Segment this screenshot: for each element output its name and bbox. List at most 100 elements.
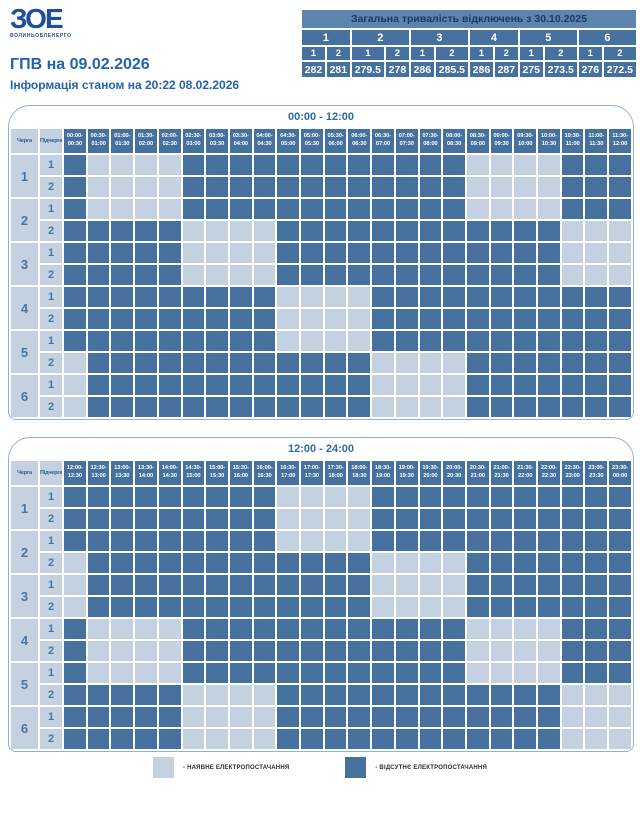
grid-cell <box>441 485 467 509</box>
schedule-row-queue-1-2: 2 <box>10 507 633 531</box>
grid-cell <box>441 683 467 707</box>
grid-cell <box>133 529 159 553</box>
grid-cell <box>559 219 586 243</box>
grid-cell <box>488 551 515 575</box>
grid-cell <box>417 263 444 287</box>
grid-cell <box>583 351 610 375</box>
outage-totals-table: Загальна тривалість відключень з 30.10.2… <box>300 8 639 79</box>
summary-total-hours: 278 <box>383 60 411 79</box>
grid-cell <box>346 351 373 375</box>
time-slot-header: 00:00- 00:30 <box>62 127 88 155</box>
grid-cell <box>346 395 373 419</box>
time-slot-header: 15:30- 16:00 <box>227 459 254 487</box>
schedule-row-queue-4-2: 2 <box>10 639 633 663</box>
grid-cell <box>85 373 112 397</box>
grid-cell <box>322 329 349 353</box>
grid-cell <box>393 551 420 575</box>
grid-cell <box>109 529 136 553</box>
grid-cell <box>441 595 467 619</box>
grid-cell <box>251 727 278 751</box>
grid-cell <box>346 507 373 531</box>
grid-cell <box>417 595 444 619</box>
grid-cell <box>417 373 444 397</box>
time-slot-header: 07:00- 07:30 <box>393 127 420 155</box>
time-slot-header: 06:00- 06:30 <box>346 127 373 155</box>
grid-cell <box>583 395 610 419</box>
grid-cell <box>441 351 467 375</box>
grid-cell <box>464 153 491 177</box>
grid-cell <box>393 395 420 419</box>
grid-cell <box>393 241 420 265</box>
grid-cell <box>227 351 254 375</box>
grid-cell <box>559 595 586 619</box>
grid-cell <box>322 263 349 287</box>
grid-cell <box>180 197 207 221</box>
grid-cell <box>299 529 325 553</box>
grid-cell <box>370 595 396 619</box>
grid-cell <box>299 485 325 509</box>
grid-cell <box>322 351 349 375</box>
grid-cell <box>370 307 396 331</box>
grid-cell <box>583 219 610 243</box>
grid-cell <box>559 661 586 685</box>
grid-cell <box>417 639 444 663</box>
grid-cell <box>370 617 396 641</box>
grid-cell <box>464 285 491 309</box>
time-slot-header: 08:30- 09:00 <box>464 127 491 155</box>
grid-cell <box>607 307 633 331</box>
schedule-row-queue-3-2: 2 <box>10 263 633 287</box>
grid-cell <box>62 197 88 221</box>
grid-cell <box>607 241 633 265</box>
grid-cell <box>275 395 302 419</box>
summary-title: Загальна тривалість відключень з 30.10.2… <box>300 8 638 30</box>
grid-cell <box>109 373 136 397</box>
time-slot-header: 02:00- 02:30 <box>156 127 183 155</box>
grid-cell <box>370 373 396 397</box>
grid-cell <box>607 395 633 419</box>
grid-cell <box>322 219 349 243</box>
grid-cell <box>322 507 349 531</box>
grid-cell <box>607 373 633 397</box>
grid-cell <box>488 485 515 509</box>
grid-cell <box>346 175 373 199</box>
grid-cell <box>536 329 562 353</box>
queue-number: 3 <box>9 573 40 619</box>
grid-cell <box>441 551 467 575</box>
grid-cell <box>180 373 207 397</box>
grid-cell <box>536 639 562 663</box>
grid-cell <box>417 395 444 419</box>
grid-cell <box>133 683 159 707</box>
time-slot-header: 14:00- 14:30 <box>156 459 183 487</box>
grid-cell <box>346 263 373 287</box>
grid-cell <box>62 153 88 177</box>
grid-cell <box>204 285 230 309</box>
grid-cell <box>62 219 88 243</box>
grid-cell <box>512 529 539 553</box>
grid-cell <box>322 705 349 729</box>
grid-cell <box>512 661 539 685</box>
subqueue-number: 1 <box>38 485 64 509</box>
grid-cell <box>346 373 373 397</box>
grid-cell <box>346 529 373 553</box>
grid-cell <box>133 241 159 265</box>
grid-cell <box>85 175 112 199</box>
grid-cell <box>251 197 278 221</box>
grid-cell <box>370 351 396 375</box>
page-subtitle: Інформація станом на 20:22 08.02.2026 <box>10 78 240 92</box>
grid-cell <box>346 727 373 751</box>
grid-cell <box>441 153 467 177</box>
legend-label-power-on: - НАЯВНЕ ЕЛЕКТРОПОСТАЧАННЯ <box>183 764 290 771</box>
schedule-header-row: Черга Підчерга 00:00- 00:30 00:30- 01:00 01:00… <box>9 127 633 155</box>
grid-cell <box>109 329 136 353</box>
summary-total-hours: 286 <box>408 60 436 79</box>
grid-cell <box>393 219 420 243</box>
grid-cell <box>583 705 610 729</box>
grid-cell <box>133 595 159 619</box>
grid-cell <box>322 683 349 707</box>
grid-cell <box>512 639 539 663</box>
grid-cell <box>393 617 420 641</box>
grid-cell <box>607 175 633 199</box>
grid-cell <box>536 529 562 553</box>
grid-cell <box>417 219 444 243</box>
